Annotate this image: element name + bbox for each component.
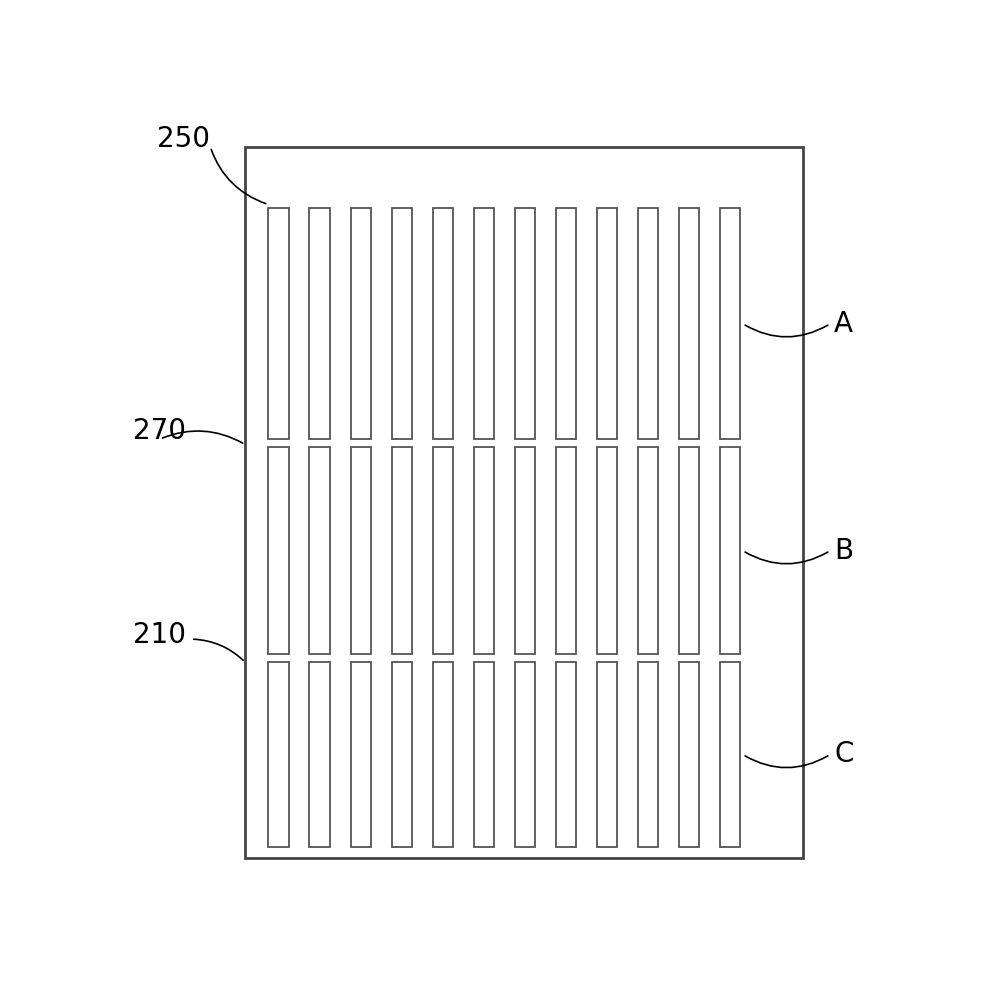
Bar (720, 662, 740, 847)
Bar (351, 209, 371, 440)
Bar (638, 662, 658, 847)
Bar (309, 662, 330, 847)
Bar (720, 209, 740, 440)
Bar (679, 662, 699, 847)
Bar (392, 662, 412, 847)
Bar (679, 209, 699, 440)
Bar (268, 447, 289, 654)
Bar (309, 209, 330, 440)
Bar (474, 447, 494, 654)
Bar (351, 662, 371, 847)
Text: A: A (834, 310, 853, 338)
Bar (309, 447, 330, 654)
Bar (433, 447, 453, 654)
Bar (515, 447, 535, 654)
Text: 210: 210 (133, 621, 186, 649)
Bar (679, 447, 699, 654)
Text: 250: 250 (157, 125, 210, 153)
Bar (392, 447, 412, 654)
Text: 270: 270 (133, 418, 186, 446)
Bar (515, 662, 535, 847)
Text: B: B (834, 536, 853, 564)
Bar (515, 209, 535, 440)
Bar (638, 209, 658, 440)
Bar (268, 209, 289, 440)
Bar (597, 447, 617, 654)
Bar (597, 209, 617, 440)
Bar (556, 209, 576, 440)
Bar (268, 662, 289, 847)
Bar (474, 662, 494, 847)
Bar (474, 209, 494, 440)
Bar (433, 662, 453, 847)
Bar (638, 447, 658, 654)
Bar (245, 147, 803, 858)
Bar (597, 662, 617, 847)
Bar (351, 447, 371, 654)
Bar (392, 209, 412, 440)
Bar (720, 447, 740, 654)
Bar (556, 662, 576, 847)
Bar (556, 447, 576, 654)
Text: C: C (834, 740, 854, 768)
Bar (433, 209, 453, 440)
